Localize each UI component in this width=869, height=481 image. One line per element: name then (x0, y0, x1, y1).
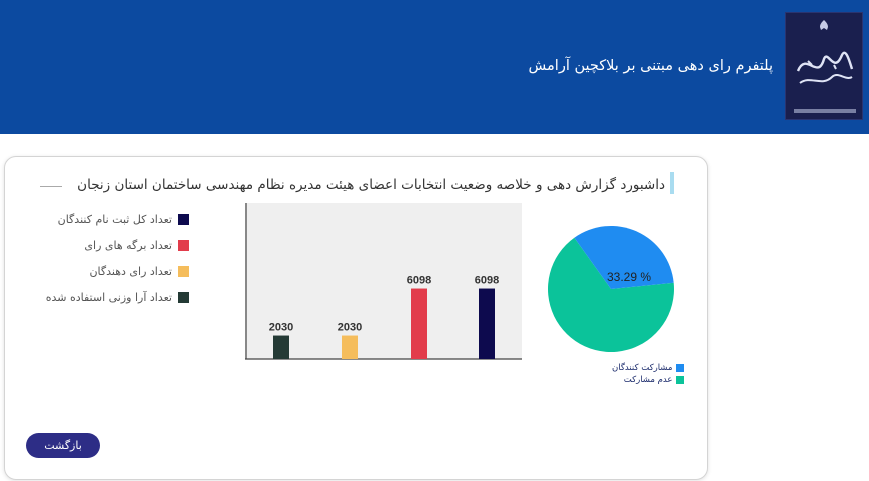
emblem-icon (820, 20, 828, 30)
header-title: پلتفرم رای دهی مبتنی بر بلاکچین آرامش (528, 58, 773, 74)
pie-legend-item: عدم مشارکت (612, 374, 685, 386)
bar (273, 335, 289, 359)
pie-slice-participants (574, 226, 674, 289)
bar (342, 335, 358, 359)
legend-label: تعداد کل ثبت نام کنندگان (57, 212, 172, 226)
pie-chart: 33.29 % (548, 226, 674, 352)
legend-swatch (178, 291, 189, 303)
title-divider (40, 186, 62, 187)
header-bar: پلتفرم رای دهی مبتنی بر بلاکچین آرامش (0, 0, 869, 134)
calligraphy-icon (796, 51, 854, 84)
election-logo-icon (785, 12, 863, 120)
bar-value-label: 2030 (269, 322, 293, 334)
bar (479, 288, 495, 359)
legend-item: تعداد کل ثبت نام کنندگان (46, 206, 189, 232)
plot-area (245, 203, 522, 359)
pie-legend-swatch (676, 376, 685, 384)
pie-legend-swatch (676, 364, 685, 372)
legend-label: تعداد برگه های رای (84, 238, 172, 252)
pie-legend-item: مشارکت کنندگان (612, 362, 685, 374)
bar-value-label: 2030 (338, 322, 362, 334)
pie-legend: مشارکت کنندگان عدم مشارکت (612, 362, 685, 386)
bar (411, 288, 427, 359)
pie-legend-label: عدم مشارکت (623, 375, 673, 385)
legend-swatch (178, 265, 189, 277)
title-accent-bar (670, 172, 674, 194)
legend-item: تعداد برگه های رای (46, 232, 189, 258)
legend-label: تعداد آرا وزنی استفاده شده (45, 290, 172, 304)
legend-swatch (178, 239, 189, 251)
legend-item: تعداد آرا وزنی استفاده شده (46, 284, 189, 310)
logo-caption (794, 109, 856, 113)
legend-label: تعداد رای دهندگان (89, 264, 172, 278)
legend-swatch (178, 213, 189, 225)
pie-legend-label: مشارکت کنندگان (612, 363, 673, 373)
pie-slice-non-participation (548, 237, 674, 352)
legend-item: تعداد رای دهندگان (46, 258, 189, 284)
dashboard-title: داشبورد گزارش دهی و خلاصه وضعیت انتخابات… (77, 177, 665, 193)
bar-value-label: 6098 (407, 275, 431, 287)
bar-legend: تعداد کل ثبت نام کنندگان تعداد برگه های … (46, 206, 189, 310)
bar-value-label: 6098 (475, 275, 499, 287)
bar-chart: 2030 2030 6098 6098 (245, 203, 522, 360)
pie-percent-label: 33.29 % (607, 270, 651, 284)
back-button[interactable]: بازگشت (26, 433, 100, 458)
